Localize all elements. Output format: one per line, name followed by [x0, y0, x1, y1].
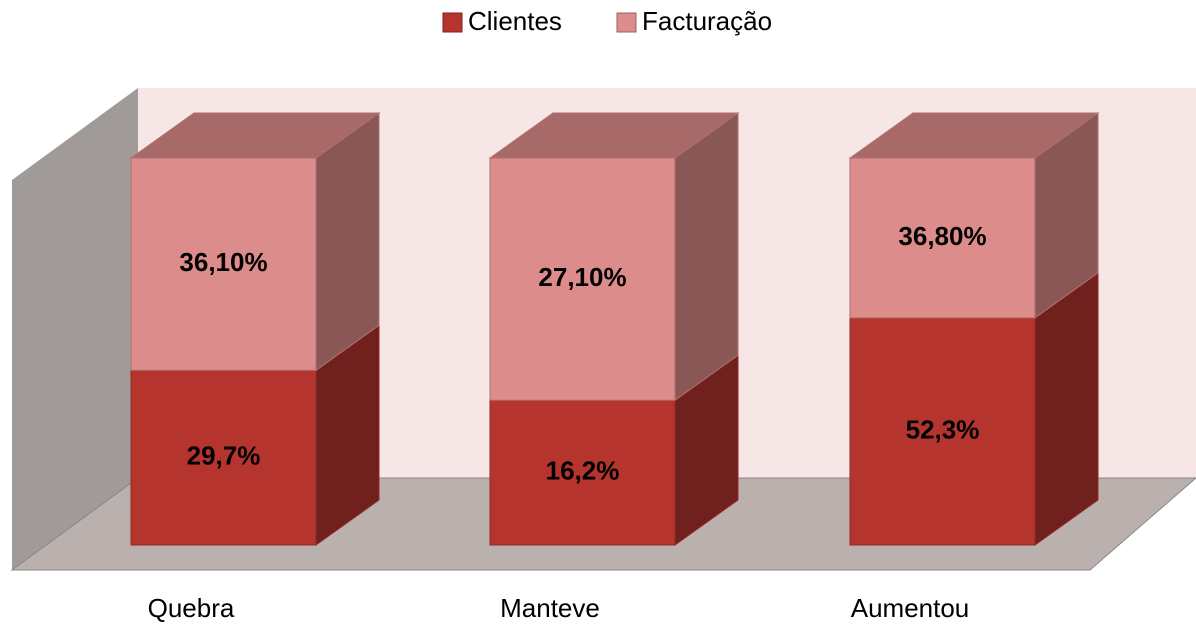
legend-label: Facturação: [642, 6, 772, 36]
bar: [849, 157, 1036, 319]
side-wall: [12, 88, 138, 570]
legend-swatch: [616, 12, 637, 33]
bar: [489, 399, 676, 546]
bar-top: [848, 112, 1100, 159]
data-label: 29,7%: [187, 441, 261, 471]
legend-swatch: [442, 12, 463, 33]
bar-top: [488, 112, 740, 159]
data-label: 36,80%: [898, 221, 986, 251]
x-tick-label: Manteve: [500, 593, 600, 623]
bar-top: [129, 112, 381, 159]
bar-side: [1034, 271, 1099, 546]
data-label: 36,10%: [179, 247, 267, 277]
data-label: 16,2%: [546, 455, 620, 485]
bar-side: [674, 112, 739, 402]
x-tick-label: Aumentou: [851, 593, 970, 623]
data-label: 52,3%: [906, 414, 980, 444]
x-tick-label: Quebra: [148, 593, 235, 623]
legend-label: Clientes: [468, 6, 562, 36]
data-label: 27,10%: [538, 262, 626, 292]
bar: [489, 157, 676, 401]
bar: [849, 317, 1036, 546]
bar: [130, 157, 317, 371]
